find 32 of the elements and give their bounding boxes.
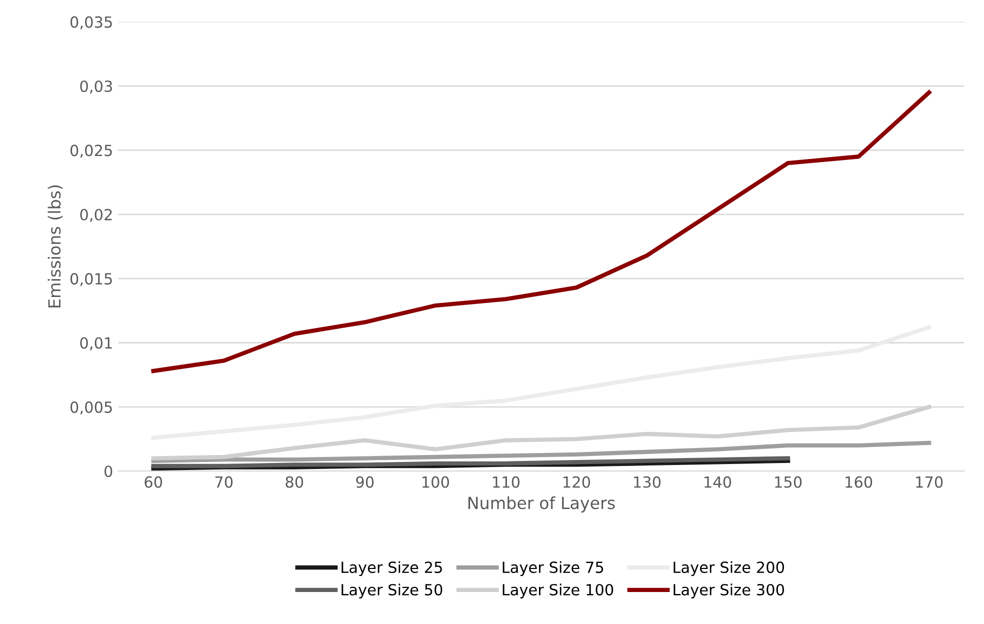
x-tick-label: 60	[144, 476, 162, 488]
x-tick-label: 120	[564, 476, 590, 488]
x-tick-label: 170	[916, 476, 943, 488]
line-series	[151, 325, 932, 440]
y-tick-label: 0,015	[70, 273, 112, 286]
x-tick-label: 150	[775, 476, 802, 488]
y-tick-label: 0,005	[70, 401, 112, 415]
x-tick-label: 100	[422, 476, 449, 488]
y-tick-label: 0,025	[70, 144, 112, 158]
y-tick-label: 0	[104, 466, 112, 478]
line-series	[151, 440, 932, 463]
x-axis-title: Number of Layers	[468, 496, 615, 512]
x-tick-label: 90	[356, 476, 374, 488]
legend-label: Layer Size 300	[674, 584, 784, 598]
y-tick-label: 0,03	[80, 80, 112, 94]
x-tick-label: 130	[634, 476, 661, 488]
line-series	[151, 90, 932, 374]
y-tick-label: 0,01	[80, 337, 112, 350]
x-tick-label: 110	[493, 476, 520, 488]
y-tick-label: 0,02	[80, 208, 112, 222]
y-tick-label: 0,035	[70, 16, 112, 30]
x-tick-label: 160	[846, 476, 872, 488]
legend-label: Layer Size 25	[342, 561, 442, 576]
x-tick-label: 70	[215, 476, 233, 488]
legend-label: Layer Size 50	[342, 584, 442, 598]
legend-label: Layer Size 75	[502, 561, 604, 576]
x-tick-label: 80	[286, 476, 304, 488]
y-axis-title: Emissions (lbs)	[48, 185, 63, 308]
line-series	[151, 456, 790, 468]
legend-label: Layer Size 200	[674, 561, 784, 576]
x-tick-label: 140	[704, 476, 732, 488]
legend-label: Layer Size 100	[502, 584, 614, 598]
